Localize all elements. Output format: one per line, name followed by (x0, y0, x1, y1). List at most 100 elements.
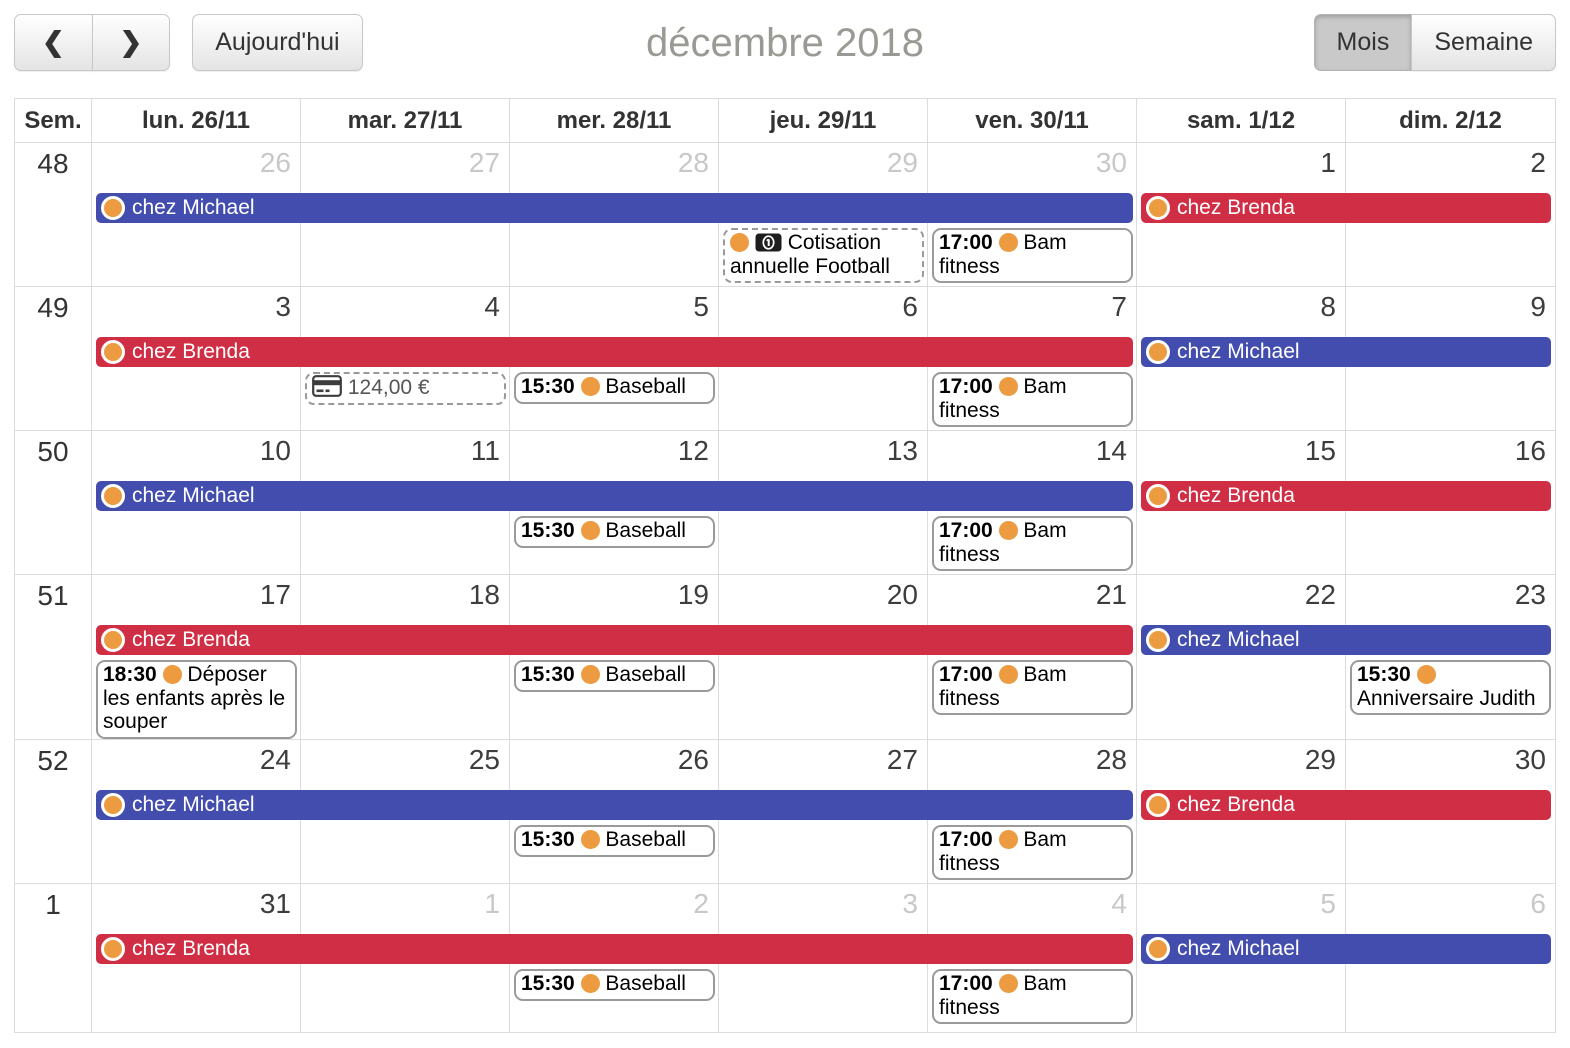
day-cell[interactable]: 17 (92, 575, 301, 739)
day-number: 1 (484, 888, 500, 919)
event-box[interactable]: 15:30 Baseball (514, 660, 715, 692)
event-box[interactable]: 15:30 Baseball (514, 969, 715, 1001)
event-bar[interactable]: chez Brenda (1141, 193, 1551, 223)
event-time: 15:30 (521, 828, 575, 851)
day-number: 15 (1304, 435, 1336, 466)
month-calendar: Sem. lun. 26/11 mar. 27/11 mer. 28/11 je… (14, 98, 1556, 1033)
week-cells: 48 26 27 28 29 30 1 2 (15, 143, 1555, 286)
event-title: Baseball (605, 375, 686, 398)
event-dot-icon (998, 830, 1018, 849)
column-header-sun: dim. 2/12 (1399, 106, 1502, 134)
prev-button[interactable]: ❮ (14, 14, 93, 71)
day-cell[interactable]: 4 (928, 884, 1137, 1032)
week-number-cell: 48 (15, 143, 92, 286)
day-number: 11 (470, 435, 500, 466)
bar-title: chez Michael (132, 484, 255, 507)
event-box[interactable]: 17:00 Bam fitness (932, 660, 1133, 716)
event-bar[interactable]: chez Michael (96, 193, 1133, 223)
day-number: 17 (259, 579, 291, 610)
day-cell[interactable]: 16 (1346, 431, 1555, 574)
event-box[interactable]: Cotisation annuelle Football (723, 228, 924, 284)
next-button[interactable]: ❯ (91, 14, 171, 71)
day-cell[interactable]: 9 (1346, 287, 1555, 430)
event-bar[interactable]: chez Michael (1141, 934, 1551, 964)
view-week-button[interactable]: Semaine (1411, 14, 1556, 71)
week-number-cell: 51 (15, 575, 92, 739)
event-box[interactable]: 17:00 Bam fitness (932, 228, 1133, 284)
event-box[interactable]: 15:30 Anniversaire Judith (1350, 660, 1551, 716)
banknote-icon (755, 231, 782, 254)
week-overlay: chez Michael chez Brenda Cotisation annue… (15, 143, 1555, 286)
event-box[interactable]: 17:00 Bam fitness (932, 372, 1133, 428)
week-number: 48 (37, 148, 69, 179)
event-bar[interactable]: chez Brenda (96, 337, 1133, 367)
week-number: 51 (37, 580, 69, 611)
event-bar[interactable]: chez Brenda (1141, 481, 1551, 511)
today-button[interactable]: Aujourd'hui (192, 14, 363, 71)
event-box[interactable]: 18:30 Déposer les enfants après le soupe… (96, 660, 297, 740)
day-cell[interactable]: 21 (928, 575, 1137, 739)
event-title: Bam fitness (939, 828, 1067, 875)
event-bar[interactable]: chez Michael (96, 790, 1133, 820)
event-box[interactable]: 15:30 Baseball (514, 516, 715, 548)
week-number: 49 (37, 292, 69, 323)
toolbar-left-group: ❮ ❯ Aujourd'hui (14, 14, 363, 71)
day-cell[interactable]: 30 (1346, 740, 1555, 883)
event-box[interactable]: 124,00 € (305, 372, 506, 405)
calendar-body: 48 26 27 28 29 30 1 2 chez Michael chez Brenda Co… (15, 143, 1555, 1032)
day-number: 25 (468, 744, 500, 775)
day-number: 29 (1304, 744, 1336, 775)
day-cell[interactable]: 22 (1137, 575, 1346, 739)
bar-title: chez Brenda (1177, 793, 1295, 816)
event-box[interactable]: 15:30 Baseball (514, 825, 715, 857)
event-dot-icon (580, 974, 600, 993)
day-cell[interactable]: 18 (301, 575, 510, 739)
week-row: 49 3 4 5 6 7 8 9 chez Brenda chez Michael 124,00 … (15, 287, 1555, 431)
day-cell[interactable]: 2 (1346, 143, 1555, 286)
event-bar[interactable]: chez Brenda (1141, 790, 1551, 820)
event-bar[interactable]: chez Brenda (96, 625, 1133, 655)
week-number: 52 (37, 745, 69, 776)
event-box[interactable]: 17:00 Bam fitness (932, 969, 1133, 1025)
day-cell[interactable]: 23 (1346, 575, 1555, 739)
day-cell[interactable]: 20 (719, 575, 928, 739)
day-number: 18 (468, 579, 500, 610)
week-row: 52 24 25 26 27 28 29 30 chez Michael chez Brenda 1… (15, 740, 1555, 884)
day-cell[interactable]: 14 (928, 431, 1137, 574)
day-number: 2 (693, 888, 709, 919)
event-title: Baseball (605, 972, 686, 995)
day-number: 29 (886, 147, 918, 178)
event-box[interactable]: 17:00 Bam fitness (932, 825, 1133, 881)
day-number: 19 (677, 579, 709, 610)
day-cell[interactable]: 28 (928, 740, 1137, 883)
view-month-button[interactable]: Mois (1313, 14, 1413, 71)
day-number: 8 (1320, 291, 1336, 322)
event-time: 17:00 (939, 231, 993, 254)
bar-title: chez Brenda (1177, 484, 1295, 507)
event-dot-icon (1146, 196, 1170, 220)
week-cells: 51 17 18 19 20 21 22 23 (15, 575, 1555, 739)
event-time: 17:00 (939, 375, 993, 398)
event-time: 15:30 (521, 663, 575, 686)
event-dot-icon (101, 793, 125, 817)
event-box[interactable]: 17:00 Bam fitness (932, 516, 1133, 572)
event-box[interactable]: 15:30 Baseball (514, 372, 715, 404)
event-time: 17:00 (939, 828, 993, 851)
event-bar[interactable]: chez Michael (1141, 337, 1551, 367)
day-cell[interactable]: 19 (510, 575, 719, 739)
week-row: 1 31 1 2 3 4 5 6 chez Brenda chez Michael 15:30 Ba… (15, 884, 1555, 1032)
toolbar: décembre 2018 ❮ ❯ Aujourd'hui Mois Semai… (14, 12, 1556, 74)
day-cell[interactable]: 6 (1346, 884, 1555, 1032)
bar-title: chez Michael (1177, 937, 1300, 960)
week-overlay: chez Michael chez Brenda 15:30 Baseball 17:… (15, 740, 1555, 883)
event-dot-icon (580, 830, 600, 849)
event-bar[interactable]: chez Michael (96, 481, 1133, 511)
day-cell[interactable]: 7 (928, 287, 1137, 430)
event-bar[interactable]: chez Brenda (96, 934, 1133, 964)
day-cell[interactable]: 30 (928, 143, 1137, 286)
week-number-cell: 1 (15, 884, 92, 1032)
day-number: 30 (1514, 744, 1546, 775)
event-bar[interactable]: chez Michael (1141, 625, 1551, 655)
bar-title: chez Michael (1177, 340, 1300, 363)
